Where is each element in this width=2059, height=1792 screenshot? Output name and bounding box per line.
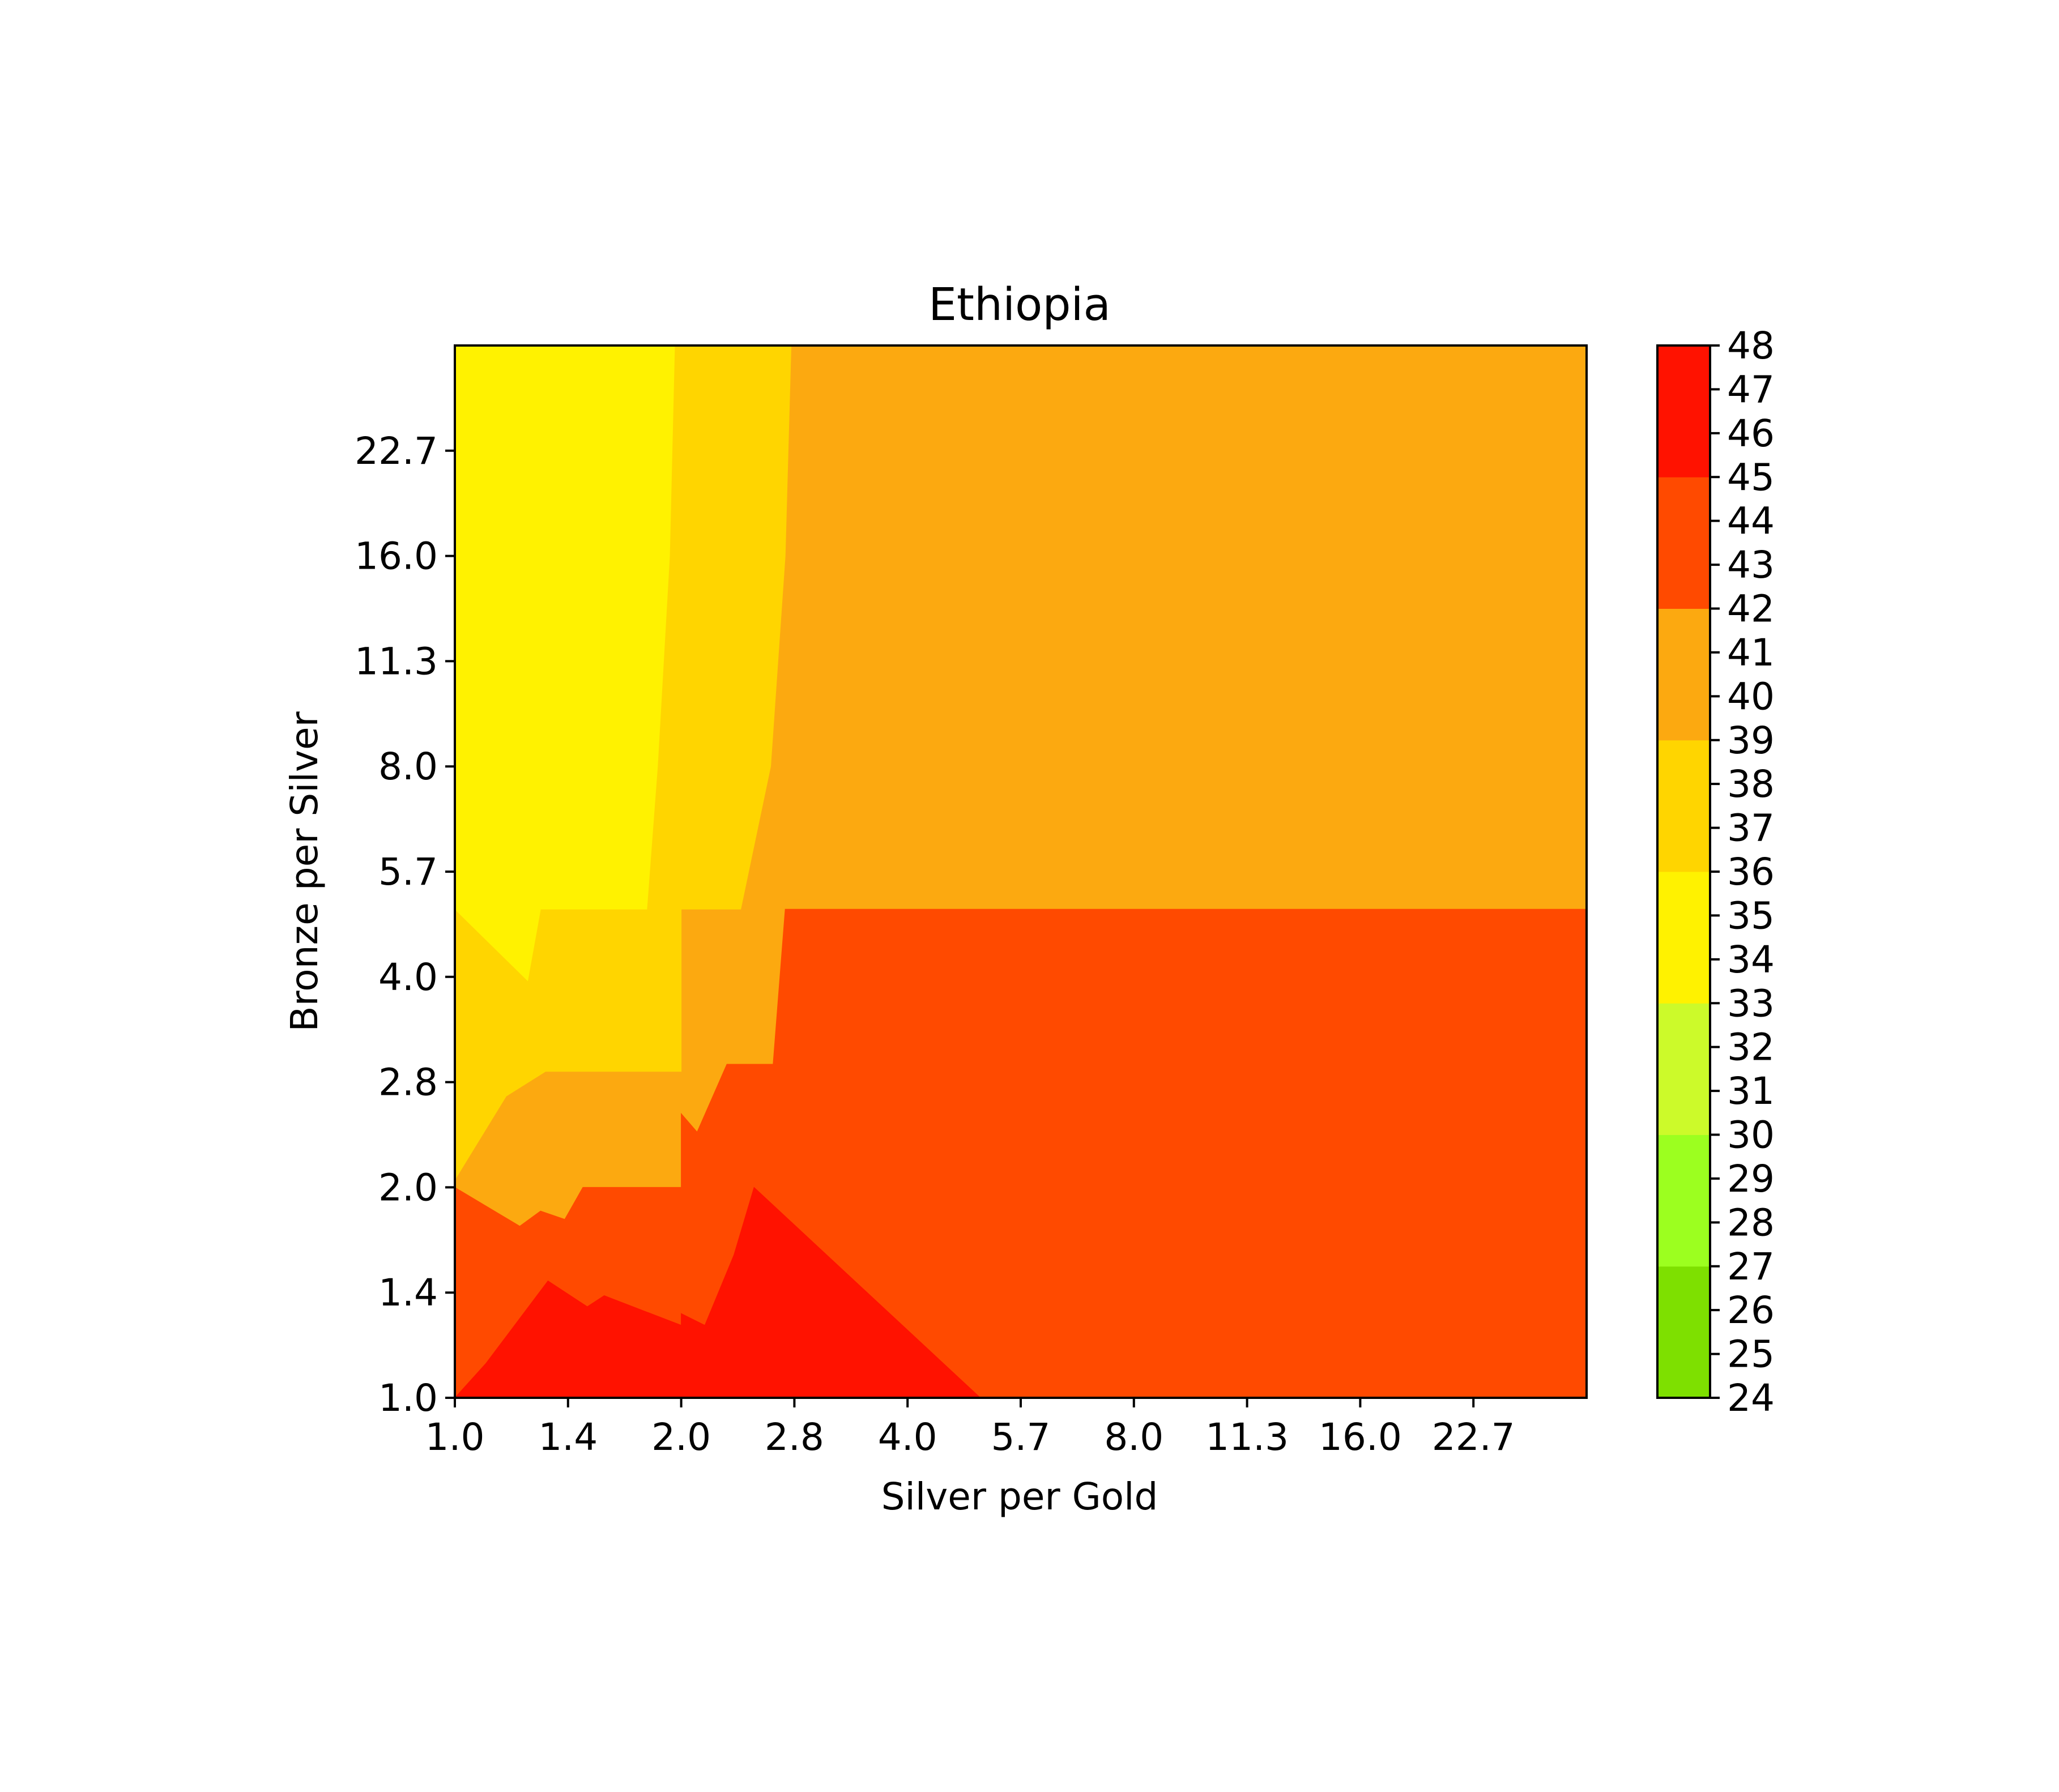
y-tick-label: 4.0 (378, 955, 438, 999)
colorbar-tick-label: 35 (1727, 894, 1775, 937)
x-axis: 1.0 1.4 2.0 2.8 4.0 5.7 8.0 11.3 16.0 22.7 (425, 1398, 1515, 1459)
y-tick-label: 1.0 (378, 1376, 438, 1420)
colorbar-tick-label: 28 (1727, 1201, 1775, 1244)
x-tick-label: 1.0 (425, 1415, 485, 1459)
colorbar-level (1657, 345, 1711, 477)
colorbar-level (1657, 740, 1711, 872)
colorbar-tick-label: 33 (1727, 982, 1775, 1025)
colorbar-tick-label: 37 (1727, 807, 1775, 850)
y-axis-label: Bronze per Silver (283, 711, 326, 1031)
colorbar-tick-label: 26 (1727, 1288, 1775, 1332)
chart-title: Ethiopia (928, 279, 1111, 331)
colorbar-tick-label: 27 (1727, 1245, 1775, 1288)
y-tick-label: 16.0 (355, 535, 438, 578)
contour-region-45-48 (455, 1187, 981, 1398)
x-tick-label: 8.0 (1104, 1415, 1163, 1459)
y-tick-label: 11.3 (355, 639, 438, 683)
colorbar-tick-label: 39 (1727, 719, 1775, 762)
colorbar-tick-label: 24 (1727, 1376, 1775, 1420)
colorbar-level (1657, 476, 1711, 609)
colorbar-tick-label: 46 (1727, 412, 1775, 455)
colorbar-tick-label: 25 (1727, 1333, 1775, 1376)
y-tick-label: 5.7 (378, 850, 438, 894)
colorbar-tick-label: 42 (1727, 587, 1775, 631)
contour-region-33-36 (455, 345, 675, 982)
y-tick-label: 8.0 (378, 745, 438, 788)
colorbar-level (1657, 1266, 1711, 1398)
colorbar-tick-label: 41 (1727, 631, 1775, 675)
y-tick-label: 2.0 (378, 1166, 438, 1209)
colorbar-tick-label: 34 (1727, 938, 1775, 982)
x-tick-label: 22.7 (1432, 1415, 1515, 1459)
colorbar-tick-label: 30 (1727, 1113, 1775, 1157)
colorbar-level (1657, 1002, 1711, 1135)
colorbar-tick-label: 31 (1727, 1069, 1775, 1113)
x-tick-label: 2.8 (765, 1415, 824, 1459)
x-tick-label: 4.0 (878, 1415, 937, 1459)
colorbar-level (1657, 871, 1711, 1004)
colorbar-level (1657, 1134, 1711, 1267)
x-axis-label: Silver per Gold (881, 1475, 1158, 1518)
colorbar-tick-label: 48 (1727, 324, 1775, 368)
colorbar-tick-label: 29 (1727, 1157, 1775, 1201)
x-tick-label: 2.0 (651, 1415, 711, 1459)
colorbar-tick-label: 38 (1727, 762, 1775, 806)
colorbar-tick-label: 43 (1727, 543, 1775, 587)
y-tick-label: 22.7 (355, 429, 438, 473)
colorbar-tick-label: 47 (1727, 368, 1775, 411)
y-tick-label: 2.8 (378, 1061, 438, 1104)
colorbar-tick-label: 40 (1727, 675, 1775, 718)
colorbar-tick-label: 36 (1727, 850, 1775, 894)
colorbar: 2425262728293031323334353637383940414243… (1656, 324, 1775, 1420)
colorbar-tick-label: 44 (1727, 500, 1775, 543)
x-tick-label: 5.7 (991, 1415, 1051, 1459)
y-axis: 1.0 1.4 2.0 2.8 4.0 5.7 8.0 11.3 16.0 22.7 (355, 429, 455, 1420)
x-tick-label: 1.4 (538, 1415, 598, 1459)
contour-regions (455, 345, 1587, 1398)
colorbar-tick-label: 45 (1727, 455, 1775, 499)
colorbar-tick-label: 32 (1727, 1026, 1775, 1069)
colorbar-level (1657, 608, 1711, 741)
x-tick-label: 16.0 (1319, 1415, 1402, 1459)
y-tick-label: 1.4 (378, 1271, 438, 1315)
x-tick-label: 11.3 (1205, 1415, 1289, 1459)
